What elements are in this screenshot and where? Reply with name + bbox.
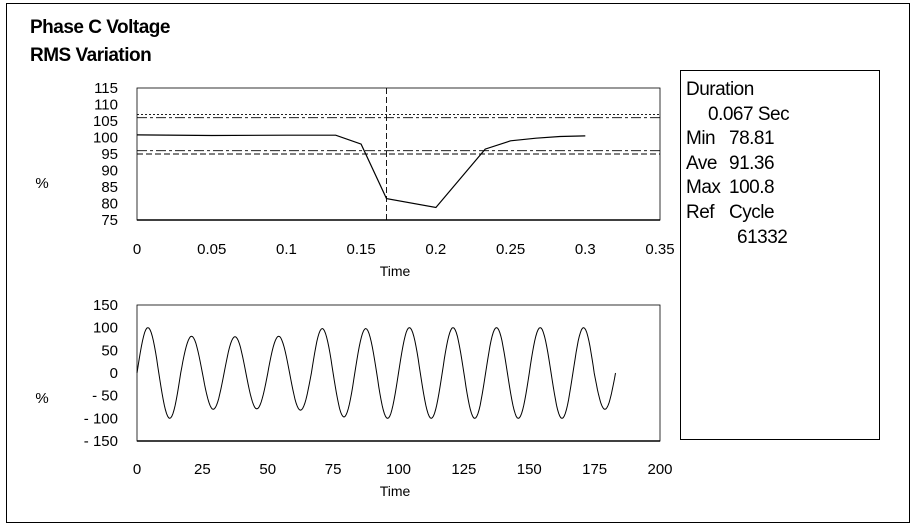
min-label: Min [686, 128, 716, 149]
rms-x-axis-label: Time [380, 263, 411, 279]
waveform-x-tick-label: 0 [133, 461, 141, 478]
rms-x-tick-label: 0.1 [276, 241, 297, 258]
rms-x-tick-label: 0.35 [645, 241, 674, 258]
rms-y-tick-label: 95 [101, 146, 118, 163]
ref-cycle-label: Cycle [729, 202, 775, 223]
stats-panel: Duration 0.067 Sec Min 78.81 Ave 91.36 M… [680, 70, 880, 440]
ave-value: 91.36 [729, 153, 775, 174]
waveform-y-tick-label: - 150 [84, 433, 118, 450]
waveform-x-tick-label: 150 [517, 461, 542, 478]
waveform-x-tick-label: 50 [259, 461, 276, 478]
waveform-y-tick-label: 100 [93, 320, 118, 337]
rms-y-tick-label: 105 [93, 113, 118, 130]
rms-x-tick-label: 0.3 [575, 241, 596, 258]
chart-title: Phase C Voltage [30, 17, 170, 38]
max-value: 100.8 [729, 177, 775, 198]
waveform-y-tick-label: 50 [101, 342, 118, 359]
waveform-x-tick-label: 125 [451, 461, 476, 478]
waveform-x-tick-label: 100 [386, 461, 411, 478]
rms-x-tick-label: 0.25 [496, 241, 525, 258]
waveform-series-line [136, 327, 616, 419]
ave-label: Ave [686, 153, 717, 174]
min-value: 78.81 [729, 128, 775, 149]
waveform-y-tick-label: - 100 [84, 410, 118, 427]
waveform-y-axis-label: % [35, 390, 48, 407]
rms-y-tick-label: 80 [101, 196, 118, 213]
rms-x-tick-label: 0.05 [197, 241, 226, 258]
chart-subtitle: RMS Variation [30, 45, 152, 66]
ref-label: Ref [686, 202, 715, 223]
ref-value: 61332 [737, 227, 788, 248]
rms-y-axis-label: % [35, 175, 48, 192]
rms-series-line [136, 134, 586, 209]
waveform-x-tick-label: 75 [325, 461, 342, 478]
waveform-x-tick-label: 25 [194, 461, 211, 478]
duration-value: 0.067 Sec [708, 104, 790, 125]
rms-y-tick-label: 100 [93, 130, 118, 147]
rms-y-tick-label: 110 [94, 97, 118, 114]
max-label: Max [686, 177, 721, 198]
rms-y-tick-label: 115 [94, 80, 118, 97]
rms-y-tick-label: 90 [101, 163, 118, 180]
waveform-y-tick-label: 150 [93, 297, 118, 314]
waveform-x-tick-label: 200 [647, 461, 672, 478]
rms-y-tick-label: 85 [101, 179, 118, 196]
rms-x-tick-label: 0 [133, 241, 141, 258]
duration-label: Duration [686, 79, 754, 100]
waveform-x-axis-label: Time [380, 483, 411, 499]
rms-x-tick-label: 0.2 [425, 241, 446, 258]
rms-y-tick-label: 75 [101, 212, 118, 229]
rms-x-tick-label: 0.15 [347, 241, 376, 258]
waveform-x-tick-label: 175 [582, 461, 607, 478]
waveform-y-tick-label: 0 [110, 365, 118, 382]
waveform-y-tick-label: - 50 [92, 388, 118, 405]
